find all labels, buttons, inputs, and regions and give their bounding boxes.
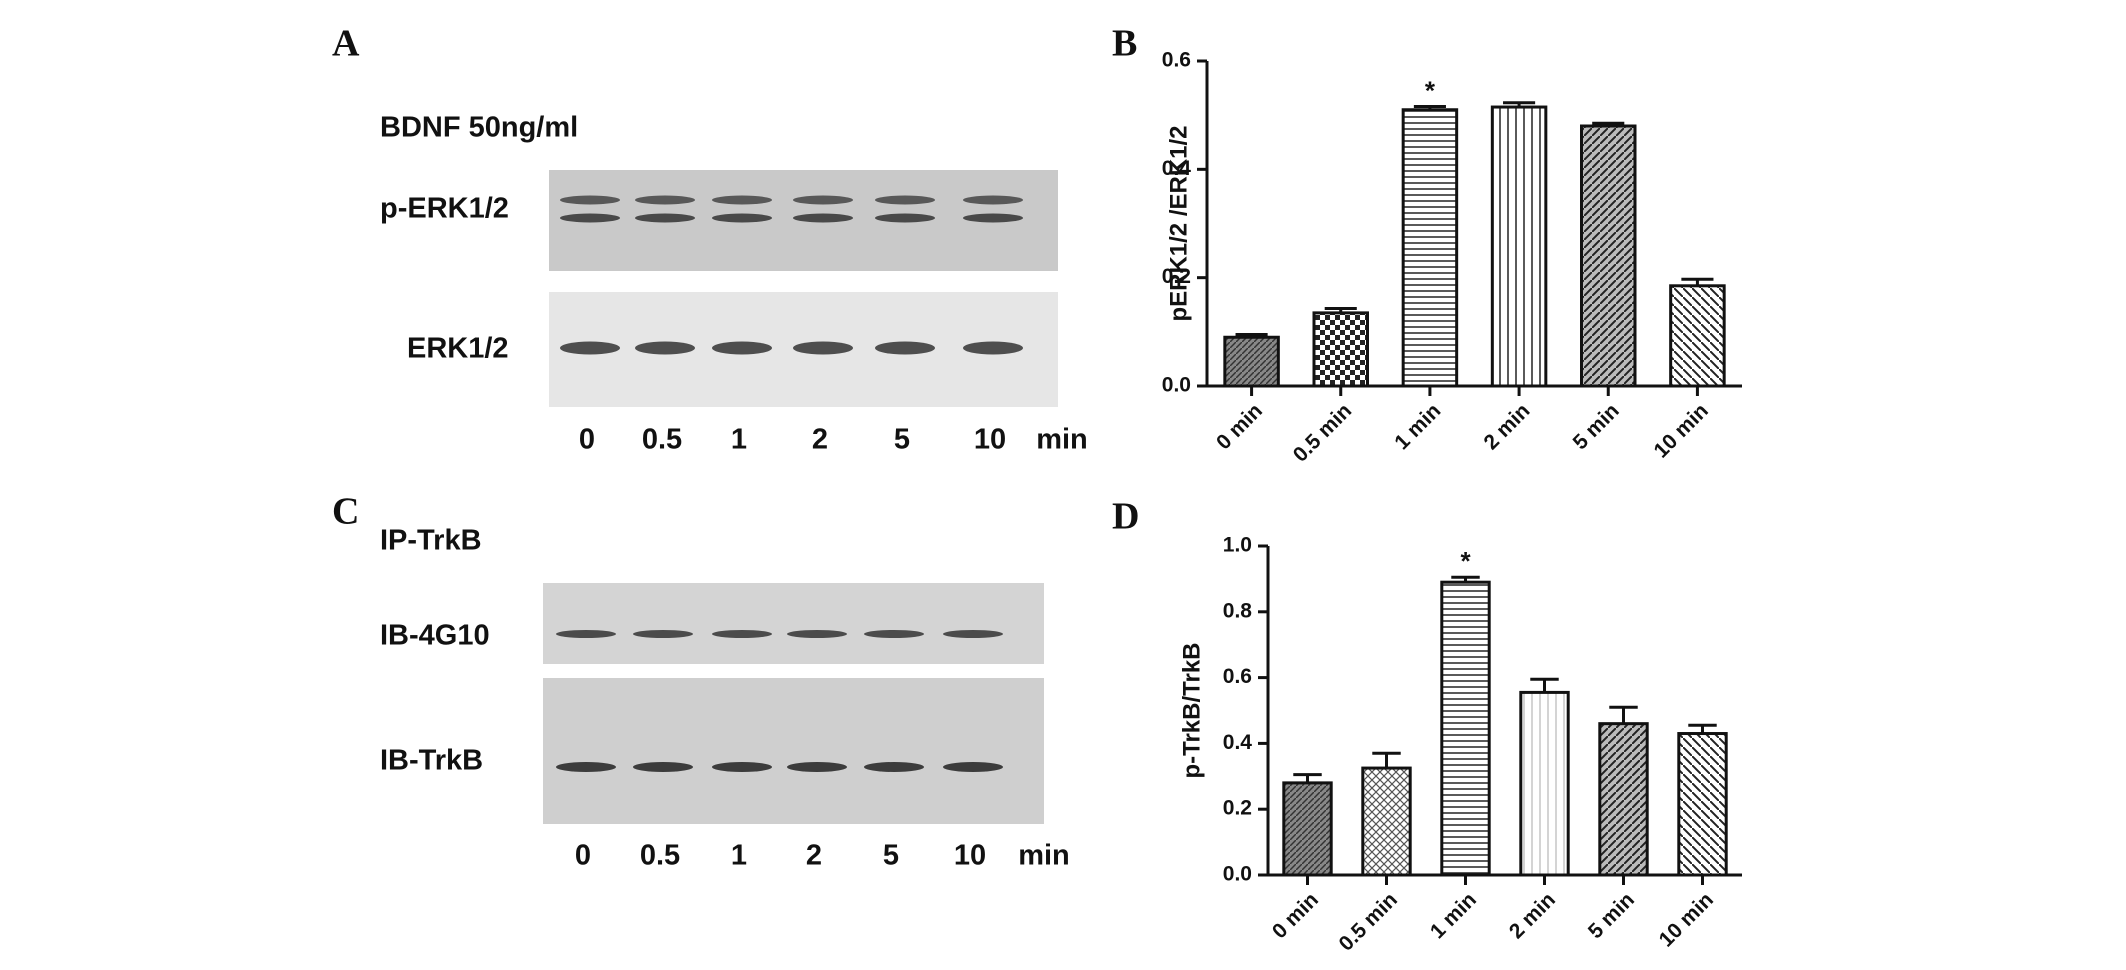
treatment-label: BDNF 50ng/ml — [380, 112, 578, 144]
blot-band — [712, 762, 772, 772]
y-tick-label: 1.0 — [1223, 534, 1252, 557]
x-tick-label: 5 min — [1569, 399, 1624, 454]
blot-band — [635, 195, 695, 205]
bar — [1490, 105, 1548, 388]
x-tick-label: 2 min — [1505, 888, 1560, 943]
lane-label: 0.5 — [640, 840, 680, 872]
blot-membrane — [543, 678, 1044, 824]
blot-band — [864, 762, 924, 772]
blot-band — [560, 341, 620, 355]
x-tick-label: 0 min — [1268, 888, 1323, 943]
blot-band — [712, 341, 772, 355]
blot-band — [787, 630, 847, 638]
bar — [1312, 311, 1369, 388]
lane-label: 0 — [579, 424, 595, 456]
y-tick-label: 0.8 — [1223, 599, 1253, 622]
x-tick-label: 0.5 min — [1289, 399, 1356, 466]
blot-band — [787, 762, 847, 772]
blot-band — [875, 213, 935, 223]
bar — [1519, 690, 1570, 877]
blot-band — [712, 630, 772, 638]
blot-band — [875, 195, 935, 205]
lane-label: 1 — [731, 840, 747, 872]
x-tick-label: 1 min — [1426, 888, 1481, 943]
blot-band — [560, 213, 620, 223]
lane-label: 0.5 — [642, 424, 682, 456]
row-label: IB-TrkB — [380, 745, 483, 777]
blot-band — [635, 341, 695, 355]
blot-band — [793, 213, 853, 223]
x-tick-label: 0 min — [1212, 399, 1267, 454]
bar — [1677, 732, 1728, 877]
x-tick-label: 1 min — [1390, 399, 1445, 454]
y-tick-label: 0.2 — [1162, 265, 1191, 288]
blot-band — [963, 341, 1023, 355]
y-tick-label: 0.6 — [1162, 49, 1191, 72]
blot-band — [712, 213, 772, 223]
x-tick-label: 5 min — [1584, 888, 1639, 943]
blot-band — [560, 195, 620, 205]
blot-band — [556, 762, 616, 772]
lane-label: 10 — [954, 840, 986, 872]
bar — [1361, 766, 1412, 877]
bar — [1598, 722, 1649, 877]
x-tick-label: 10 min — [1655, 888, 1718, 951]
annotation: * — [1460, 546, 1471, 576]
panel-letter: B — [1112, 23, 1137, 65]
y-tick-label: 0.4 — [1162, 157, 1192, 180]
bar — [1440, 580, 1491, 877]
annotation: * — [1425, 75, 1436, 105]
y-tick-label: 0.0 — [1223, 863, 1252, 886]
row-label: IB-4G10 — [380, 620, 490, 652]
blot-membrane — [543, 583, 1044, 664]
lane-label: 5 — [883, 840, 899, 872]
panel-letter: C — [332, 491, 359, 533]
row-label: ERK1/2 — [407, 333, 509, 365]
blot-band — [963, 213, 1023, 223]
blot-band — [635, 213, 695, 223]
lane-label: 5 — [894, 424, 910, 456]
bar — [1223, 335, 1280, 388]
blot-band — [633, 762, 693, 772]
blot-band — [943, 630, 1003, 638]
blot-band — [864, 630, 924, 638]
blot-band — [875, 341, 935, 355]
blot-band — [556, 630, 616, 638]
bar — [1282, 781, 1333, 877]
y-tick-label: 0.0 — [1162, 374, 1191, 397]
bar — [1669, 284, 1726, 388]
panel-letter: A — [332, 23, 360, 65]
lane-label: 0 — [575, 840, 591, 872]
y-tick-label: 0.2 — [1223, 797, 1252, 820]
treatment-label: IP-TrkB — [380, 525, 482, 557]
blot-band — [963, 195, 1023, 205]
blot-band — [633, 630, 693, 638]
x-tick-label: 2 min — [1479, 399, 1534, 454]
unit-label: min — [1036, 424, 1088, 456]
lane-label: 2 — [812, 424, 828, 456]
y-axis-label: pERK1/2 /ERK1/2 — [1165, 125, 1192, 321]
blot-band — [943, 762, 1003, 772]
y-axis-label: p-TrkB/TrkB — [1178, 642, 1205, 778]
y-tick-label: 0.4 — [1223, 731, 1253, 754]
unit-label: min — [1018, 840, 1070, 872]
x-tick-label: 0.5 min — [1335, 888, 1402, 955]
blot-band — [793, 195, 853, 205]
x-tick-label: 10 min — [1650, 399, 1713, 462]
lane-label: 1 — [731, 424, 747, 456]
blot-band — [712, 195, 772, 205]
lane-label: 2 — [806, 840, 822, 872]
row-label: p-ERK1/2 — [380, 193, 509, 225]
lane-label: 10 — [974, 424, 1006, 456]
y-tick-label: 0.6 — [1223, 665, 1252, 688]
blot-band — [793, 341, 853, 355]
panel-letter: D — [1112, 496, 1139, 538]
bar — [1401, 108, 1459, 388]
bar — [1580, 124, 1637, 388]
